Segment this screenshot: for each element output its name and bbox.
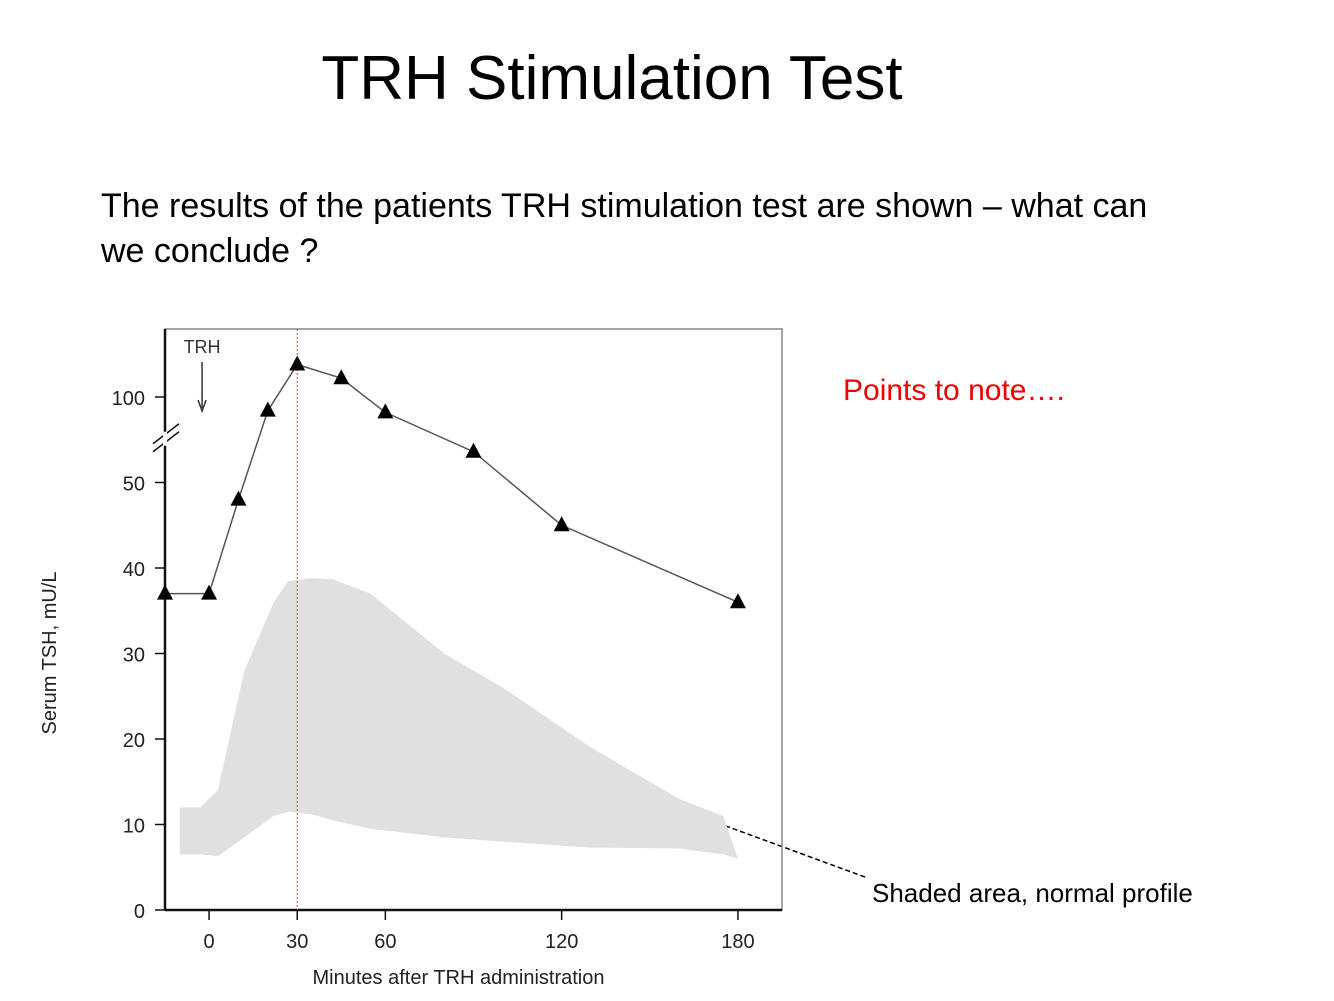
x-tick-label: 0 [204, 931, 215, 953]
data-point [201, 584, 218, 600]
data-point [259, 401, 276, 417]
slide-title: TRH Stimulation Test [321, 44, 902, 113]
y-tick-label: 50 [123, 474, 145, 496]
y-tick-label: 100 [112, 388, 145, 410]
x-axis-label: Minutes after TRH administration [313, 967, 605, 989]
y-tick-label: 20 [123, 730, 145, 752]
data-point [465, 442, 482, 458]
x-tick-label: 30 [286, 931, 308, 953]
data-point [230, 490, 247, 506]
marker-arrowhead [197, 399, 207, 414]
y-tick-label: 10 [123, 816, 145, 838]
marker-label: TRH [184, 337, 221, 357]
data-line [165, 363, 739, 603]
note: Points to note…. [843, 374, 1065, 407]
normal-range-area [179, 578, 738, 859]
body-text: The results of the patients TRH stimulat… [101, 187, 1147, 225]
data-point [553, 516, 570, 532]
x-tick-label: 60 [374, 931, 396, 953]
y-axis-label: Serum TSH, mU/L [39, 572, 61, 735]
data-point [333, 369, 350, 385]
y-tick-label: 0 [134, 901, 145, 923]
data-point [377, 403, 394, 419]
body-text: we conclude ? [100, 232, 318, 270]
data-point [289, 355, 306, 371]
x-tick-label: 120 [545, 931, 578, 953]
data-point [729, 593, 746, 609]
x-tick-label: 180 [721, 931, 754, 953]
data-point [157, 584, 173, 600]
y-tick-label: 40 [123, 559, 145, 581]
annotation: Shaded area, normal profile [872, 878, 1193, 908]
y-tick-label: 30 [123, 645, 145, 667]
